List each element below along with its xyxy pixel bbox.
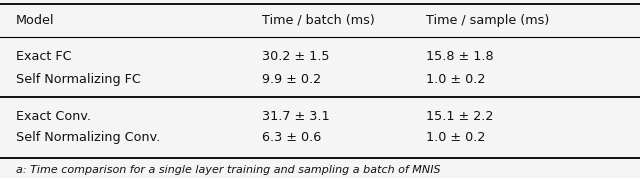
Text: Exact FC: Exact FC — [16, 50, 72, 64]
Text: 31.7 ± 3.1: 31.7 ± 3.1 — [262, 110, 330, 123]
Text: 1.0 ± 0.2: 1.0 ± 0.2 — [426, 131, 485, 145]
Text: Time / sample (ms): Time / sample (ms) — [426, 14, 549, 27]
Text: 30.2 ± 1.5: 30.2 ± 1.5 — [262, 50, 330, 64]
Text: 1.0 ± 0.2: 1.0 ± 0.2 — [426, 73, 485, 86]
Text: 15.1 ± 2.2: 15.1 ± 2.2 — [426, 110, 493, 123]
Text: 15.8 ± 1.8: 15.8 ± 1.8 — [426, 50, 493, 64]
Text: 6.3 ± 0.6: 6.3 ± 0.6 — [262, 131, 322, 145]
Text: Time / batch (ms): Time / batch (ms) — [262, 14, 375, 27]
Text: Exact Conv.: Exact Conv. — [16, 110, 91, 123]
Text: Self Normalizing Conv.: Self Normalizing Conv. — [16, 131, 160, 145]
Text: a: Time comparison for a single layer training and sampling a batch of MNIS: a: Time comparison for a single layer tr… — [16, 165, 440, 175]
Text: Model: Model — [16, 14, 54, 27]
Text: 9.9 ± 0.2: 9.9 ± 0.2 — [262, 73, 321, 86]
Text: Self Normalizing FC: Self Normalizing FC — [16, 73, 141, 86]
